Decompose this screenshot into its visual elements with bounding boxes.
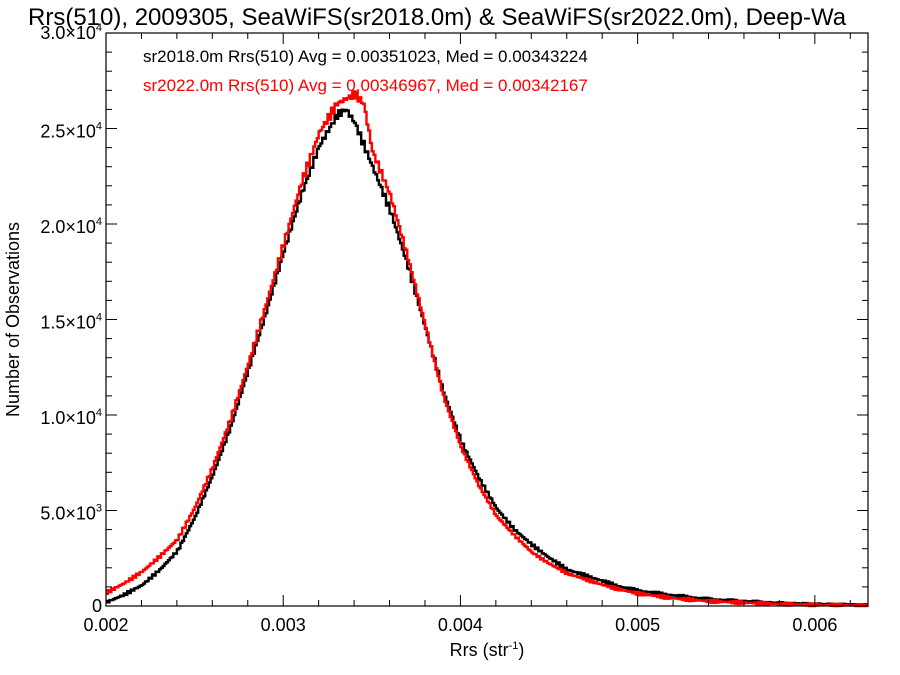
x-tick-label-2: 0.004 xyxy=(438,615,483,635)
y-tick-mantissa-5: 2.5×10 xyxy=(40,122,96,142)
annotation-0: sr2018.0m Rrs(510) Avg = 0.00351023, Med… xyxy=(143,47,588,66)
chart-title: Rrs(510), 2009305, SeaWiFS(sr2018.0m) & … xyxy=(28,4,847,31)
y-tick-label-1: 5.0×103 xyxy=(40,503,102,524)
y-tick-label-3: 1.5×104 xyxy=(40,312,102,333)
series-layer xyxy=(106,90,868,608)
y-tick-exponent-5: 4 xyxy=(96,121,102,133)
x-tick-label-4: 0.006 xyxy=(792,615,837,635)
y-tick-exponent-6: 4 xyxy=(96,22,102,34)
x-axis-title: Rrs (str-1) xyxy=(450,640,525,660)
y-tick-mantissa-3: 1.5×10 xyxy=(40,313,96,333)
y-tick-label-4: 2.0×104 xyxy=(40,216,102,237)
y-tick-mantissa-2: 1.0×10 xyxy=(40,408,96,428)
y-tick-label-2: 1.0×104 xyxy=(40,407,102,428)
series-line-0 xyxy=(106,108,868,608)
y-tick-label-6: 3.0×104 xyxy=(40,22,102,43)
y-tick-exponent-4: 4 xyxy=(96,216,102,228)
plot-frame xyxy=(105,32,869,607)
y-axis-title: Number of Observations xyxy=(3,222,23,417)
y-tick-label-5: 2.5×104 xyxy=(40,121,102,142)
y-tick-mantissa-1: 5.0×10 xyxy=(40,504,96,524)
x-axis-title-base: Rrs (str xyxy=(450,640,509,660)
y-tick-mantissa-0: 0 xyxy=(92,596,102,616)
y-axis-label: Number of Observations xyxy=(3,222,23,417)
x-axis-title-sup: -1 xyxy=(509,640,519,652)
annotations-layer: sr2018.0m Rrs(510) Avg = 0.00351023, Med… xyxy=(143,47,588,95)
y-tick-exponent-2: 4 xyxy=(96,407,102,419)
x-tick-label-3: 0.005 xyxy=(615,615,660,635)
y-tick-label-0: 0 xyxy=(92,596,102,616)
y-tick-exponent-3: 4 xyxy=(96,312,102,324)
x-axis-title-end: ) xyxy=(518,640,524,660)
annotation-1: sr2022.0m Rrs(510) Avg = 0.00346967, Med… xyxy=(143,76,588,95)
ticks-layer: 0.002 0.003 0.004 0.005 0.00605.0×1031.0×104… xyxy=(40,22,868,635)
y-tick-exponent-1: 3 xyxy=(96,503,102,515)
series-line-1 xyxy=(106,90,868,608)
y-tick-mantissa-4: 2.0×10 xyxy=(40,217,96,237)
x-tick-label-1: 0.003 xyxy=(261,615,306,635)
x-tick-label-0: 0.002 xyxy=(83,615,128,635)
y-tick-mantissa-6: 3.0×10 xyxy=(40,23,96,43)
